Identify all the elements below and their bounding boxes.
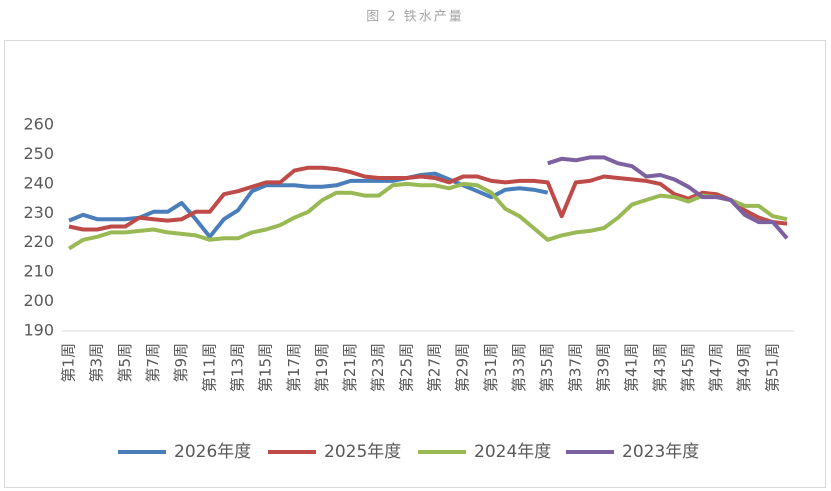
x-tick-label: 第37周 [566, 343, 584, 392]
y-tick-label: 190 [23, 321, 54, 340]
x-tick-label: 第1周 [60, 343, 78, 383]
x-tick-label: 第31周 [482, 343, 500, 392]
y-tick-label: 250 [23, 144, 54, 163]
x-tick-label: 第23周 [369, 343, 387, 392]
x-tick-label: 第51周 [763, 343, 781, 392]
x-tick-label: 第17周 [285, 343, 303, 392]
chart-title: 图 2 铁水产量 [366, 10, 464, 25]
x-tick-label: 第39周 [594, 343, 612, 392]
x-tick-label: 第21周 [341, 343, 359, 392]
x-tick-label: 第7周 [144, 343, 162, 383]
x-tick-label: 第41周 [623, 343, 641, 392]
x-tick-label: 第35周 [538, 343, 556, 392]
legend-label: 2024年度 [474, 442, 551, 462]
series-line [547, 155, 789, 240]
x-tick-label: 第43周 [651, 343, 669, 392]
legend-label: 2025年度 [324, 442, 401, 462]
x-tick-label: 第49周 [735, 343, 753, 392]
x-tick-label: 第11周 [200, 343, 218, 392]
x-tick-label: 第29周 [454, 343, 472, 392]
x-tick-label: 第19周 [313, 343, 331, 392]
y-tick-label: 260 [23, 115, 54, 134]
x-tick-label: 第27周 [426, 343, 444, 392]
series-line [68, 165, 788, 232]
legend-label: 2026年度 [174, 442, 251, 462]
x-tick-label: 第13周 [228, 343, 246, 392]
x-tick-label: 第33周 [510, 343, 528, 392]
series-line [67, 181, 788, 251]
y-tick-label: 220 [23, 232, 54, 251]
y-tick-label: 240 [23, 173, 54, 192]
y-tick-label: 210 [23, 262, 54, 281]
x-tick-label: 第3周 [88, 343, 106, 383]
y-tick-label: 230 [23, 203, 54, 222]
x-tick-label: 第9周 [172, 343, 190, 383]
chart-frame [4, 40, 826, 488]
x-tick-label: 第5周 [116, 343, 134, 383]
legend-label: 2023年度 [622, 442, 699, 462]
x-tick-label: 第45周 [679, 343, 697, 392]
y-tick-label: 200 [23, 291, 54, 310]
x-tick-label: 第15周 [257, 343, 275, 392]
x-tick-label: 第47周 [707, 343, 725, 392]
series-line [68, 171, 549, 239]
x-tick-label: 第25周 [397, 343, 415, 392]
